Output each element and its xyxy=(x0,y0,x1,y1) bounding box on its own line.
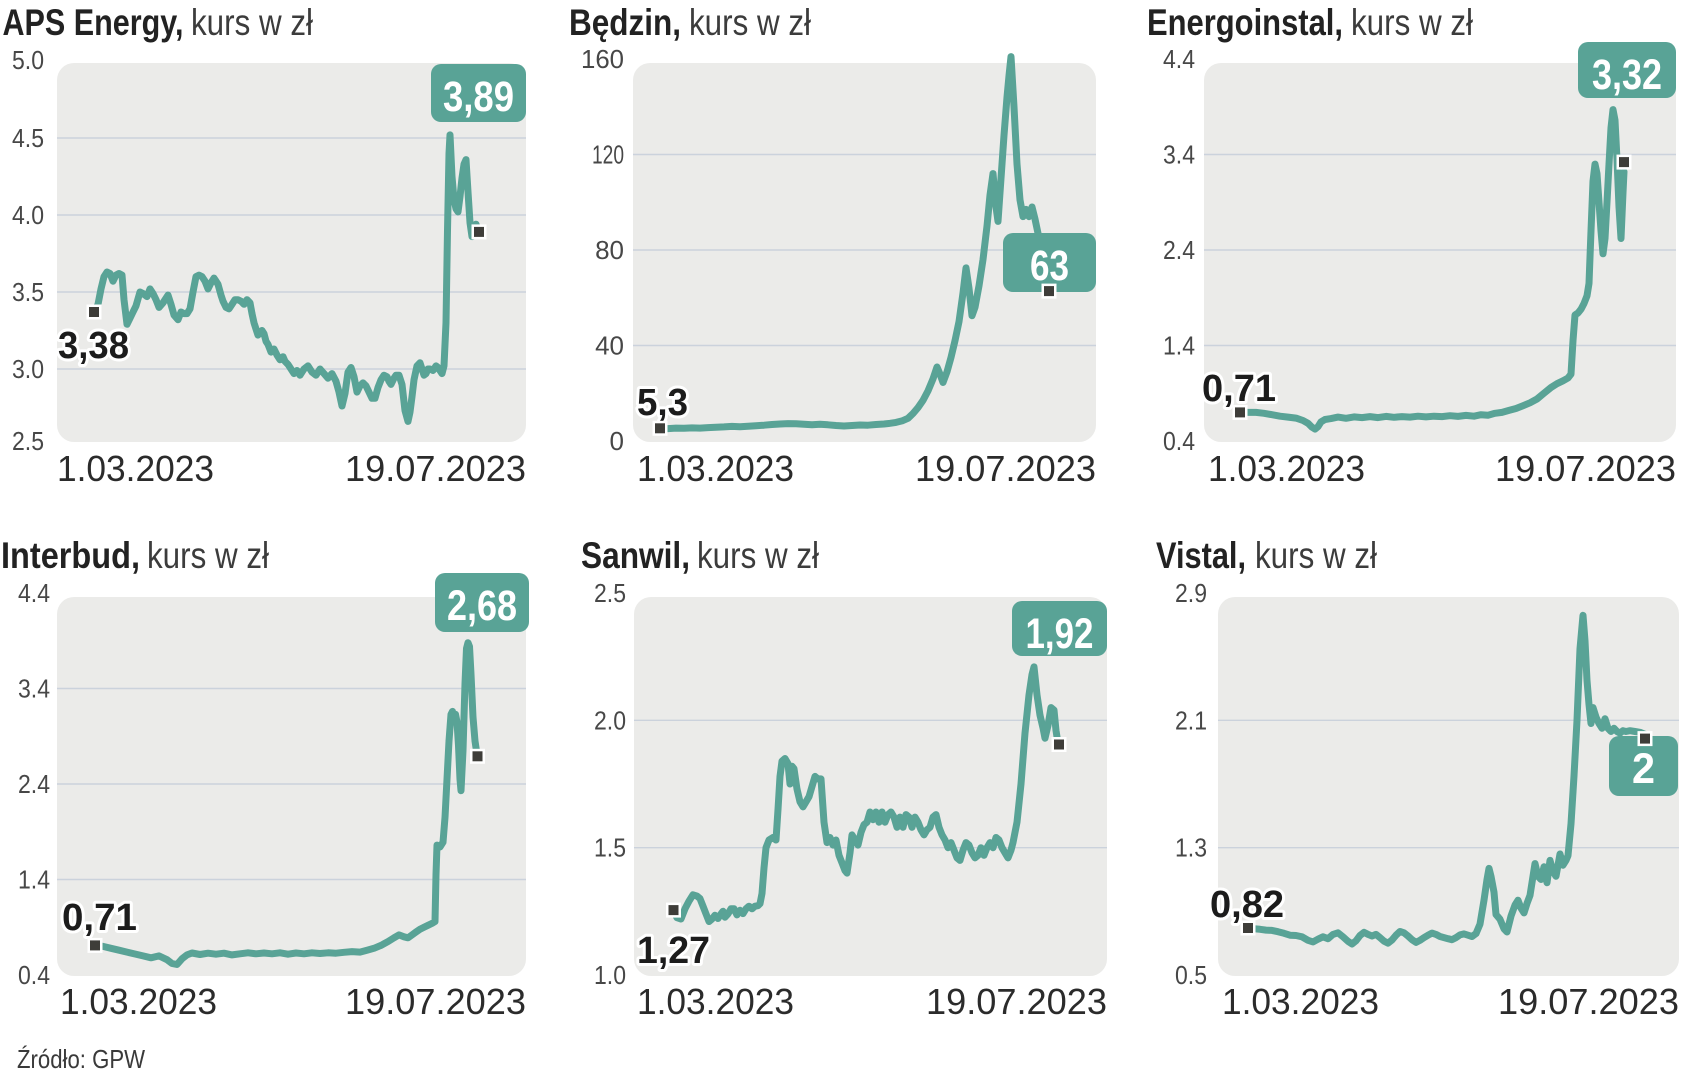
svg-text:Vistal,: Vistal, xyxy=(1156,535,1246,576)
svg-text:0: 0 xyxy=(610,426,624,456)
svg-text:160: 160 xyxy=(581,44,624,74)
svg-text:1.03.2023: 1.03.2023 xyxy=(1222,981,1379,1022)
svg-text:2.4: 2.4 xyxy=(18,769,50,799)
svg-text:APS Energy,: APS Energy, xyxy=(3,2,184,43)
svg-text:19.07.2023: 19.07.2023 xyxy=(915,448,1096,489)
svg-text:2.5: 2.5 xyxy=(12,426,44,456)
svg-text:2.1: 2.1 xyxy=(1175,705,1207,735)
svg-text:1.5: 1.5 xyxy=(594,833,626,863)
svg-text:0.4: 0.4 xyxy=(18,960,50,990)
svg-text:19.07.2023: 19.07.2023 xyxy=(1498,981,1679,1022)
svg-text:0.4: 0.4 xyxy=(1163,426,1195,456)
svg-text:2.9: 2.9 xyxy=(1175,578,1207,608)
svg-text:19.07.2023: 19.07.2023 xyxy=(1495,448,1676,489)
svg-text:3.4: 3.4 xyxy=(1163,140,1195,170)
svg-text:19.07.2023: 19.07.2023 xyxy=(345,448,526,489)
svg-text:4.4: 4.4 xyxy=(1163,44,1195,74)
svg-text:1.03.2023: 1.03.2023 xyxy=(637,448,794,489)
svg-text:Interbud,: Interbud, xyxy=(1,535,140,576)
svg-text:0,71: 0,71 xyxy=(1202,368,1276,410)
svg-text:63: 63 xyxy=(1030,242,1069,290)
svg-text:5.0: 5.0 xyxy=(12,45,44,75)
svg-text:2.4: 2.4 xyxy=(1163,235,1195,265)
svg-text:120: 120 xyxy=(592,140,624,170)
svg-text:4.4: 4.4 xyxy=(18,578,50,608)
svg-text:2.0: 2.0 xyxy=(594,705,626,735)
svg-text:kurs w zł: kurs w zł xyxy=(697,535,819,576)
svg-text:1.4: 1.4 xyxy=(1163,331,1195,361)
svg-text:kurs w zł: kurs w zł xyxy=(1351,2,1473,43)
svg-text:3,32: 3,32 xyxy=(1592,51,1662,99)
svg-text:2.5: 2.5 xyxy=(594,578,626,608)
svg-text:1.0: 1.0 xyxy=(594,960,626,990)
svg-text:1,92: 1,92 xyxy=(1026,610,1094,658)
svg-text:Będzin,: Będzin, xyxy=(569,2,681,43)
svg-text:3,38: 3,38 xyxy=(58,325,129,367)
svg-text:0,82: 0,82 xyxy=(1210,884,1284,926)
svg-text:Energoinstal,: Energoinstal, xyxy=(1147,2,1343,43)
svg-text:1.3: 1.3 xyxy=(1175,833,1207,863)
svg-text:80: 80 xyxy=(595,235,624,265)
svg-text:1.03.2023: 1.03.2023 xyxy=(57,448,214,489)
svg-text:3.4: 3.4 xyxy=(18,674,50,704)
svg-text:2: 2 xyxy=(1632,745,1655,793)
svg-text:4.5: 4.5 xyxy=(12,123,44,153)
svg-text:Sanwil,: Sanwil, xyxy=(581,535,690,576)
svg-text:19.07.2023: 19.07.2023 xyxy=(345,981,526,1022)
svg-text:5,3: 5,3 xyxy=(637,382,688,424)
svg-text:0.5: 0.5 xyxy=(1175,960,1207,990)
svg-text:1.03.2023: 1.03.2023 xyxy=(637,981,794,1022)
svg-text:Źródło: GPW: Źródło: GPW xyxy=(17,1044,145,1074)
svg-text:2,68: 2,68 xyxy=(447,582,517,630)
svg-text:kurs w zł: kurs w zł xyxy=(1255,535,1377,576)
svg-text:1.03.2023: 1.03.2023 xyxy=(1208,448,1365,489)
svg-text:40: 40 xyxy=(595,331,624,361)
svg-text:1,27: 1,27 xyxy=(637,930,710,972)
svg-text:1.4: 1.4 xyxy=(18,865,50,895)
svg-text:kurs w zł: kurs w zł xyxy=(689,2,811,43)
svg-text:1.03.2023: 1.03.2023 xyxy=(60,981,217,1022)
svg-text:3.0: 3.0 xyxy=(12,354,44,384)
svg-text:3.5: 3.5 xyxy=(12,277,44,307)
svg-text:kurs w zł: kurs w zł xyxy=(191,2,313,43)
svg-text:19.07.2023: 19.07.2023 xyxy=(926,981,1107,1022)
svg-text:3,89: 3,89 xyxy=(443,73,514,121)
svg-text:4.0: 4.0 xyxy=(12,200,44,230)
svg-text:0,71: 0,71 xyxy=(62,897,137,939)
svg-text:kurs w zł: kurs w zł xyxy=(147,535,269,576)
